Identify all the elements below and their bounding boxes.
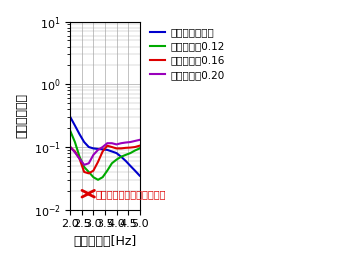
慣性質量比なし: [123, 159, 128, 163]
慣性質量比0.20: [77, 157, 82, 160]
慣性質量比0.12: [77, 155, 82, 158]
慣性質量比0.16: [68, 145, 72, 149]
慣性質量比なし: [91, 147, 96, 150]
慣性質量比なし: [87, 145, 91, 149]
慣性質量比0.16: [119, 147, 123, 150]
慣性質量比0.20: [128, 140, 132, 144]
慣性質量比0.16: [138, 144, 142, 147]
慣性質量比0.16: [73, 150, 77, 153]
慣性質量比0.16: [82, 170, 86, 174]
慣性質量比0.20: [96, 148, 100, 151]
慣性質量比0.20: [114, 143, 119, 146]
慣性質量比0.16: [133, 145, 137, 149]
X-axis label: 加振振動数[Hz]: 加振振動数[Hz]: [73, 235, 136, 248]
慣性質量比なし: [68, 115, 72, 119]
慣性質量比0.12: [123, 153, 128, 156]
慣性質量比0.12: [128, 151, 132, 155]
慣性質量比0.12: [73, 140, 77, 144]
慣性質量比0.20: [138, 138, 142, 141]
慣性質量比0.12: [119, 155, 123, 158]
慣性質量比0.20: [110, 142, 114, 145]
慣性質量比0.20: [68, 145, 72, 149]
慣性質量比0.12: [87, 170, 91, 174]
慣性質量比0.16: [101, 150, 105, 153]
慣性質量比0.16: [110, 145, 114, 149]
慣性質量比なし: [128, 164, 132, 168]
慣性質量比0.12: [105, 169, 109, 172]
慣性質量比なし: [73, 124, 77, 127]
慣性質量比なし: [138, 174, 142, 177]
慣性質量比0.12: [138, 147, 142, 150]
慣性質量比なし: [114, 151, 119, 155]
慣性質量比なし: [82, 140, 86, 144]
Legend: 慣性質量比なし, 慣性質量比0.12, 慣性質量比0.16, 慣性質量比0.20: 慣性質量比なし, 慣性質量比0.12, 慣性質量比0.16, 慣性質量比0.20: [146, 23, 229, 84]
慣性質量比0.12: [96, 178, 100, 181]
慣性質量比なし: [110, 150, 114, 153]
慣性質量比0.20: [119, 142, 123, 145]
慣性質量比なし: [133, 169, 137, 172]
慣性質量比0.12: [133, 149, 137, 152]
Line: 慣性質量比0.20: 慣性質量比0.20: [70, 140, 140, 165]
慣性質量比なし: [96, 148, 100, 151]
慣性質量比0.20: [101, 145, 105, 149]
慣性質量比0.20: [105, 142, 109, 145]
慣性質量比0.16: [128, 146, 132, 149]
慣性質量比0.12: [114, 158, 119, 161]
慣性質量比0.16: [114, 147, 119, 150]
慣性質量比0.12: [101, 176, 105, 179]
Line: 慣性質量比0.16: 慣性質量比0.16: [70, 146, 140, 173]
Y-axis label: 反力応答倍率: 反力応答倍率: [15, 93, 28, 138]
慣性質量比0.16: [105, 144, 109, 147]
慣性質量比0.16: [91, 169, 96, 172]
慣性質量比0.12: [82, 165, 86, 169]
慣性質量比0.16: [123, 146, 128, 149]
慣性質量比0.20: [82, 163, 86, 166]
慣性質量比なし: [101, 148, 105, 151]
慣性質量比なし: [105, 148, 109, 151]
慣性質量比0.20: [91, 153, 96, 156]
慣性質量比0.20: [123, 141, 128, 144]
慣性質量比0.16: [96, 160, 100, 163]
Text: 効果の高い範囲を調整可能: 効果の高い範囲を調整可能: [96, 189, 166, 199]
慣性質量比なし: [77, 133, 82, 136]
慣性質量比0.12: [110, 162, 114, 165]
慣性質量比0.20: [87, 162, 91, 165]
Line: 慣性質量比0.12: 慣性質量比0.12: [70, 131, 140, 180]
慣性質量比なし: [119, 155, 123, 158]
慣性質量比0.16: [77, 157, 82, 160]
Line: 慣性質量比なし: 慣性質量比なし: [70, 117, 140, 176]
慣性質量比0.12: [68, 129, 72, 133]
慣性質量比0.20: [133, 139, 137, 143]
慣性質量比0.20: [73, 151, 77, 154]
慣性質量比0.16: [87, 172, 91, 175]
慣性質量比0.12: [91, 176, 96, 179]
